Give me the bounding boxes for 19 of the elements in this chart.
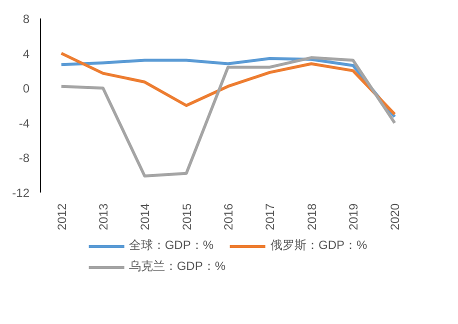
x-tick-label: 2018 <box>304 203 319 230</box>
x-tick-label: 2015 <box>180 203 194 230</box>
legend-label: 俄罗斯：GDP：% <box>270 237 368 254</box>
y-tick-label: -12 <box>12 186 30 200</box>
x-tick-label: 2016 <box>222 203 236 230</box>
line-series <box>60 56 396 178</box>
x-tick-label: 2019 <box>346 203 360 230</box>
x-tick-label: 2012 <box>54 203 69 230</box>
x-tick-label: 2014 <box>138 203 152 230</box>
x-tick-label: 2017 <box>263 203 278 230</box>
legend-label: 全球：GDP：% <box>128 237 214 254</box>
y-tick-label: 4 <box>22 46 30 61</box>
x-tick-label: 2020 <box>388 203 402 230</box>
y-tick-label: 0 <box>22 82 30 96</box>
x-tick-label: 2013 <box>96 203 110 230</box>
y-tick-label: 8 <box>22 12 30 26</box>
legend-label: 乌克兰：GDP：% <box>128 258 226 275</box>
y-tick-label: -8 <box>18 151 30 166</box>
y-tick-label: -4 <box>18 116 30 130</box>
